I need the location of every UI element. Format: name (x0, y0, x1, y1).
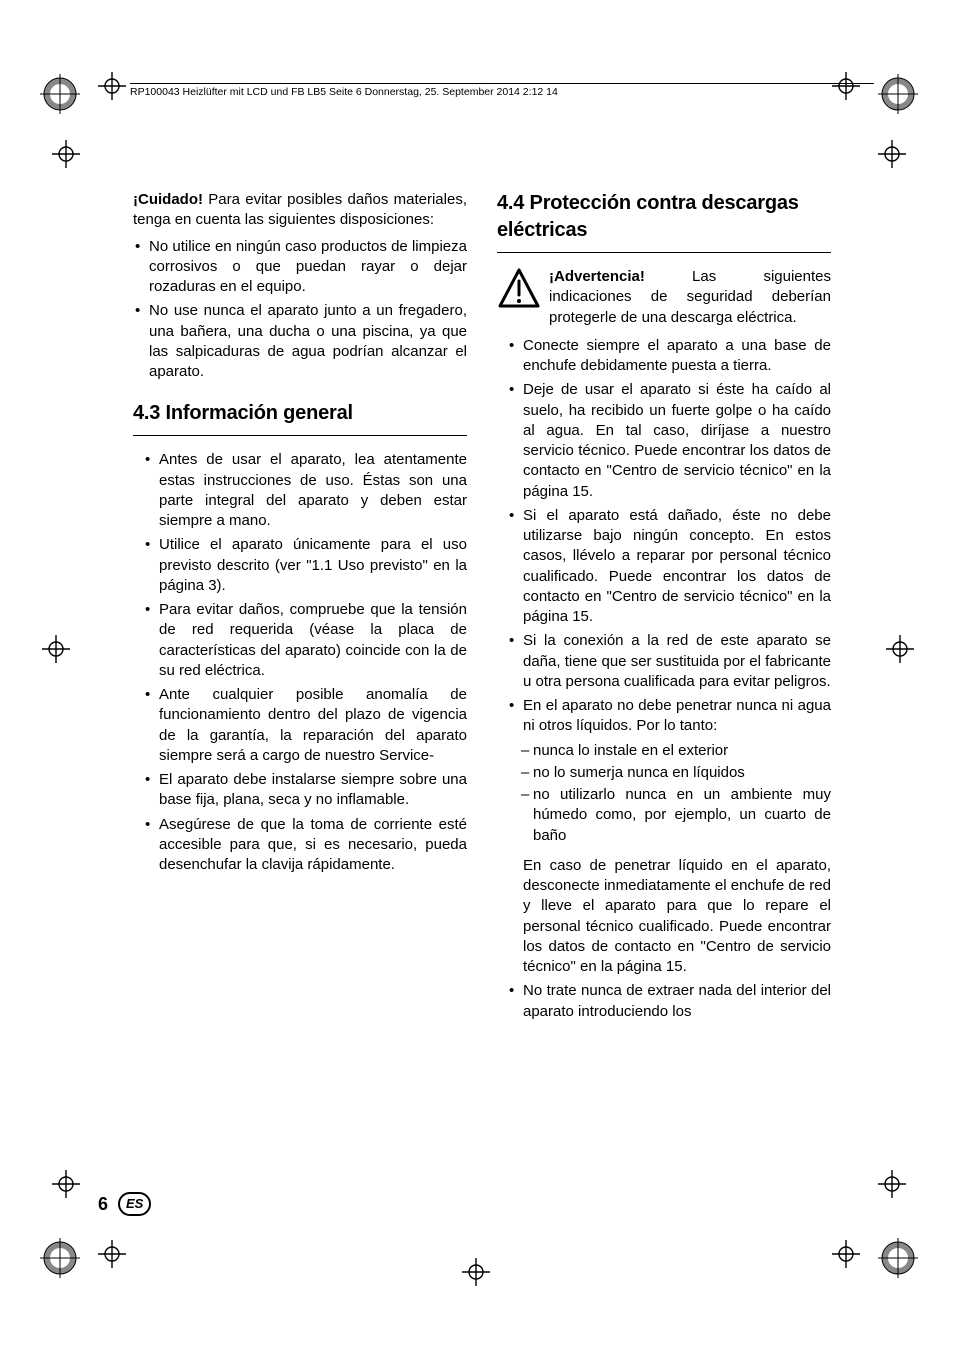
list-item: no lo sumerja nunca en líquidos (497, 763, 831, 783)
running-head: RP100043 Heizlüfter mit LCD und FB LB5 S… (130, 83, 874, 98)
list-item: Asegúrese de que la toma de corriente es… (133, 815, 467, 876)
cuidado-label: ¡Cuidado! (133, 191, 203, 208)
section-4-4-list: Conecte siempre el aparato a una base de… (497, 336, 831, 737)
list-item: nunca lo instale en el exterior (497, 741, 831, 761)
print-mark-icon (40, 74, 80, 114)
list-item: Para evitar daños, compruebe que la tens… (133, 600, 467, 681)
print-mark-icon (886, 635, 914, 663)
list-item: No trate nunca de extraer nada del inter… (497, 981, 831, 1022)
list-item: No use nunca el aparato junto a un frega… (133, 301, 467, 382)
page-number: 6 (98, 1194, 108, 1215)
cuidado-paragraph: ¡Cuidado! Para evitar posibles daños mat… (133, 190, 467, 231)
print-mark-icon (462, 1258, 490, 1286)
section-4-4-list-tail: No trate nunca de extraer nada del inter… (497, 981, 831, 1022)
section-4-3-list: Antes de usar el aparato, lea atentament… (133, 450, 467, 875)
list-item: no utilizarlo nunca en un ambiente muy h… (497, 785, 831, 846)
cuidado-list: No utilice en ningún caso productos de l… (133, 237, 467, 383)
warning-block: ¡Advertencia! Las siguientes indicacione… (497, 267, 831, 328)
section-4-4-sublist: nunca lo instale en el exterior no lo su… (497, 741, 831, 846)
warning-label: ¡Advertencia! (549, 268, 645, 285)
list-item: Conecte siempre el aparato a una base de… (497, 336, 831, 377)
print-mark-icon (878, 1170, 906, 1198)
print-mark-icon (878, 74, 918, 114)
list-item: El aparato debe instalarse siempre sobre… (133, 770, 467, 811)
print-mark-icon (42, 635, 70, 663)
list-item: No utilice en ningún caso productos de l… (133, 237, 467, 298)
print-mark-icon (98, 72, 126, 100)
print-mark-icon (98, 1240, 126, 1268)
print-mark-icon (52, 1170, 80, 1198)
list-item: Utilice el aparato únicamente para el us… (133, 535, 467, 596)
print-mark-icon (878, 1238, 918, 1278)
section-4-4-title: 4.4 Protección contra descargas eléctric… (497, 190, 831, 244)
print-mark-icon (832, 1240, 860, 1268)
section-rule (133, 431, 467, 436)
page-footer: 6 ES (98, 1192, 151, 1216)
running-head-text: RP100043 Heizlüfter mit LCD und FB LB5 S… (130, 86, 558, 98)
left-column: ¡Cuidado! Para evitar posibles daños mat… (133, 190, 467, 1190)
language-badge: ES (118, 1192, 151, 1216)
list-item: Deje de usar el aparato si éste ha caído… (497, 380, 831, 502)
list-item: Si la conexión a la red de este aparato … (497, 631, 831, 692)
print-mark-icon (52, 140, 80, 168)
list-item: Antes de usar el aparato, lea atentament… (133, 450, 467, 531)
list-item: Si el aparato está dañado, éste no debe … (497, 506, 831, 628)
print-mark-icon (40, 1238, 80, 1278)
page-body: ¡Cuidado! Para evitar posibles daños mat… (133, 190, 831, 1190)
right-column: 4.4 Protección contra descargas eléctric… (497, 190, 831, 1190)
print-mark-icon (878, 140, 906, 168)
warning-text: ¡Advertencia! Las siguientes indicacione… (549, 267, 831, 328)
list-item: En el aparato no debe penetrar nunca ni … (497, 696, 831, 737)
section-rule (497, 248, 831, 253)
section-4-3-title: 4.3 Información general (133, 400, 467, 427)
warning-triangle-icon (497, 267, 541, 311)
list-item: Ante cualquier posible anomalía de funci… (133, 685, 467, 766)
section-4-4-continuation: En caso de penetrar líquido en el aparat… (497, 856, 831, 978)
